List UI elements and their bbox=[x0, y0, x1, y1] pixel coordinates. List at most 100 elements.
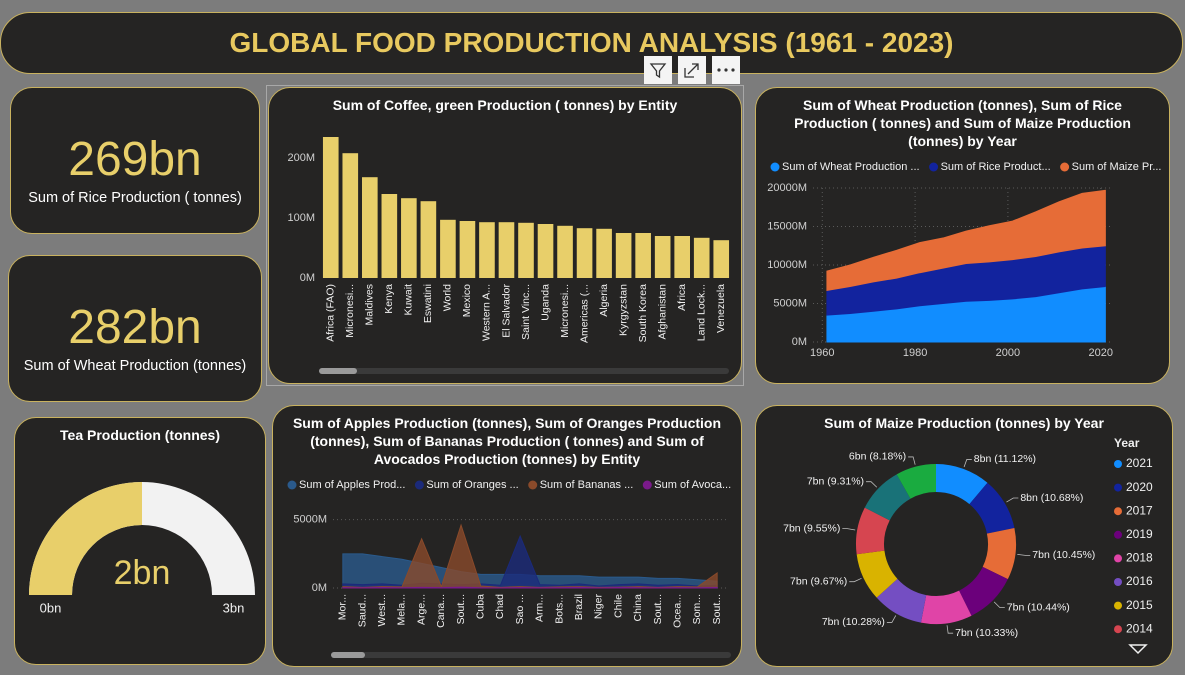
bar bbox=[557, 225, 573, 278]
y-tick-label: 5000M bbox=[293, 514, 327, 526]
leader-line bbox=[849, 577, 862, 583]
x-tick-label: Som... bbox=[691, 594, 703, 624]
x-tick-label: Algeria bbox=[598, 284, 610, 317]
data-label: 7bn (9.67%) bbox=[790, 575, 847, 587]
donut-slice bbox=[864, 474, 911, 521]
kpi-label: Sum of Wheat Production (tonnes) bbox=[23, 358, 247, 374]
x-tick-label: 2000 bbox=[996, 347, 1020, 359]
data-label: 7bn (9.31%) bbox=[807, 475, 864, 487]
kpi-value: 282bn bbox=[68, 301, 202, 354]
dot bbox=[731, 68, 735, 72]
header-title: GLOBAL FOOD PRODUCTION ANALYSIS (1961 - … bbox=[0, 12, 1183, 74]
dot bbox=[724, 68, 728, 72]
bar bbox=[654, 236, 671, 278]
legend-scroll-arrow[interactable] bbox=[1128, 644, 1148, 655]
x-tick-label: Niger bbox=[593, 593, 605, 619]
x-tick-label: Cana... bbox=[435, 594, 447, 628]
y-tick-label: 10000M bbox=[767, 259, 807, 271]
x-tick-label: Chile bbox=[612, 594, 624, 618]
x-tick-label: Africa bbox=[676, 284, 688, 311]
legend-marker bbox=[1114, 483, 1122, 492]
chart: 0M 100M 200M Africa (FAO) Micronesi... Maldiv… bbox=[287, 137, 730, 374]
x-tick-label: Arge... bbox=[415, 594, 427, 625]
data-label: 6bn (8.18%) bbox=[849, 451, 906, 463]
chart-card[interactable]: Mor... Saud... West... Mela... Arge... Cana..… bbox=[272, 405, 742, 667]
x-tick-label: South Korea bbox=[637, 284, 649, 343]
legend-label: Sum of Oranges ... bbox=[426, 479, 518, 491]
x-tick-label: Mexico bbox=[461, 284, 473, 317]
x-tick-label: Chad bbox=[494, 594, 506, 619]
kpi-card: 282bn Sum of Wheat Production (tonnes) bbox=[8, 255, 262, 402]
area bbox=[826, 189, 1106, 291]
x-tick-label: 2020 bbox=[1088, 347, 1112, 359]
leader-line bbox=[946, 625, 954, 634]
y-tick-label: 0M bbox=[792, 336, 807, 348]
x-tick-label: Mor... bbox=[337, 594, 349, 620]
x-tick-label: 1980 bbox=[903, 347, 927, 359]
bar bbox=[381, 194, 398, 278]
chart-title: Tea Production (tonnes) bbox=[60, 427, 220, 443]
donut-slice bbox=[856, 550, 898, 598]
leader-line bbox=[993, 601, 1005, 608]
leader-line bbox=[963, 459, 972, 468]
gauge-value: 2bn bbox=[114, 554, 171, 592]
legend-marker bbox=[1114, 578, 1122, 586]
legend-marker bbox=[1114, 530, 1122, 539]
x-tick-label: Sout... bbox=[652, 594, 664, 624]
leader-line bbox=[1017, 553, 1031, 556]
x-tick-label: Eswatini bbox=[422, 284, 434, 323]
bar bbox=[498, 222, 515, 278]
legend-label: 2015 bbox=[1126, 598, 1153, 612]
bar bbox=[635, 233, 651, 278]
chart-card[interactable]: 0M 100M 200M Africa (FAO) Micronesi... Maldiv… bbox=[268, 87, 742, 384]
legend-label: 2016 bbox=[1126, 574, 1153, 588]
x-tick-label: Kenya bbox=[383, 284, 395, 314]
chart-title: Sum of Wheat Production (tonnes), Sum of… bbox=[794, 97, 1131, 149]
leader-line bbox=[1006, 497, 1019, 503]
x-tick-label: Bots... bbox=[553, 594, 565, 624]
donut-slice bbox=[936, 464, 988, 505]
leader-line bbox=[866, 481, 878, 488]
selection-frame bbox=[266, 85, 744, 386]
bar bbox=[674, 236, 690, 278]
bar bbox=[440, 219, 456, 278]
legend-label: 2021 bbox=[1126, 456, 1153, 470]
bar bbox=[537, 224, 554, 278]
scrollbar-thumb[interactable] bbox=[331, 652, 365, 658]
x-tick-label: China bbox=[632, 594, 644, 622]
legend-marker bbox=[642, 480, 652, 490]
x-tick-label: West... bbox=[376, 594, 388, 626]
legend-marker bbox=[1060, 162, 1070, 172]
x-tick-label: Land Lock... bbox=[695, 284, 707, 341]
chart-card[interactable]: 8bn (11.12%) 8bn (10.68%) 7bn (10.45%) 7bn … bbox=[755, 405, 1173, 667]
legend-label: Sum of Avoca... bbox=[654, 479, 731, 491]
bar bbox=[362, 177, 378, 278]
chart: 1960 1980 2000 2020 0M 5000M 10000M 15000M 20000… bbox=[767, 161, 1161, 359]
data-label: 7bn (10.45%) bbox=[1032, 549, 1095, 561]
y-tick-label: 20000M bbox=[767, 182, 807, 194]
filter-icon bbox=[649, 63, 667, 79]
bar bbox=[459, 221, 476, 278]
scrollbar-track bbox=[331, 652, 731, 658]
x-tick-label: Africa (FAO) bbox=[325, 284, 337, 342]
x-tick-label: Saint Vinc... bbox=[520, 284, 532, 340]
scrollbar-thumb[interactable] bbox=[319, 368, 357, 374]
y-tick-label: 15000M bbox=[767, 220, 807, 232]
x-tick-label: Saud... bbox=[356, 594, 368, 627]
x-tick-label: Micronesi... bbox=[559, 284, 571, 338]
x-tick-label: Cuba bbox=[475, 594, 487, 619]
x-tick-label: Micronesi... bbox=[344, 284, 356, 338]
kpi-label: Sum of Rice Production ( tonnes) bbox=[28, 190, 242, 206]
x-tick-label: Kyrgyzstan bbox=[617, 284, 629, 336]
chart-card[interactable]: 1960 1980 2000 2020 0M 5000M 10000M 15000M 20000… bbox=[755, 87, 1170, 384]
y-tick-label: 0M bbox=[312, 582, 327, 594]
legend-label: 2018 bbox=[1126, 551, 1153, 565]
chart-card[interactable]: 2bn 0bn 3bn Tea Production (tonnes) bbox=[14, 417, 266, 665]
data-label: 7bn (10.44%) bbox=[1007, 601, 1070, 613]
filter-button[interactable] bbox=[644, 56, 672, 84]
data-label: 7bn (10.28%) bbox=[822, 616, 885, 628]
kpi-value: 269bn bbox=[68, 133, 202, 186]
chart-title: Sum of Apples Production (tonnes), Sum o… bbox=[292, 415, 722, 467]
x-tick-label: Western A... bbox=[481, 284, 493, 341]
